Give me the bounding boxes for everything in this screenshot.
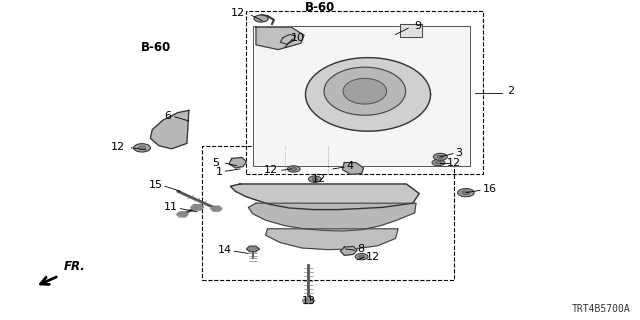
Bar bbox=[246, 11, 483, 174]
Text: 9: 9 bbox=[415, 21, 422, 31]
Text: 5: 5 bbox=[212, 157, 219, 168]
Text: 2: 2 bbox=[507, 86, 514, 96]
Text: 3: 3 bbox=[456, 148, 463, 158]
Polygon shape bbox=[191, 204, 204, 210]
Polygon shape bbox=[230, 184, 419, 210]
Text: 16: 16 bbox=[483, 184, 497, 195]
Text: B-60: B-60 bbox=[305, 1, 335, 13]
Text: FR.: FR. bbox=[64, 260, 86, 273]
Polygon shape bbox=[246, 246, 259, 252]
Text: 15: 15 bbox=[149, 180, 163, 190]
Text: 6: 6 bbox=[164, 111, 172, 121]
Circle shape bbox=[138, 146, 146, 150]
Text: 10: 10 bbox=[291, 33, 305, 43]
Text: 14: 14 bbox=[218, 245, 232, 255]
Text: 12: 12 bbox=[447, 157, 461, 168]
Polygon shape bbox=[302, 298, 315, 304]
Polygon shape bbox=[343, 78, 387, 104]
Polygon shape bbox=[256, 27, 304, 50]
Circle shape bbox=[291, 168, 297, 170]
Text: 8: 8 bbox=[357, 244, 364, 254]
Text: 12: 12 bbox=[312, 173, 326, 184]
Polygon shape bbox=[253, 26, 470, 166]
Polygon shape bbox=[340, 246, 357, 255]
Polygon shape bbox=[400, 24, 422, 37]
Text: 4: 4 bbox=[347, 161, 354, 172]
Text: B-60: B-60 bbox=[141, 41, 171, 54]
Circle shape bbox=[432, 159, 445, 166]
Circle shape bbox=[308, 176, 321, 182]
Text: 1: 1 bbox=[216, 167, 223, 177]
Polygon shape bbox=[324, 67, 406, 115]
Bar bbox=[202, 146, 454, 280]
Polygon shape bbox=[150, 110, 189, 149]
Polygon shape bbox=[177, 212, 188, 217]
Circle shape bbox=[462, 191, 470, 195]
Text: 13: 13 bbox=[301, 296, 316, 307]
Circle shape bbox=[287, 166, 300, 172]
Polygon shape bbox=[266, 229, 398, 250]
Circle shape bbox=[358, 255, 365, 258]
Text: 12: 12 bbox=[111, 141, 125, 152]
Text: TRT4B5700A: TRT4B5700A bbox=[572, 304, 630, 314]
Circle shape bbox=[458, 188, 474, 197]
Circle shape bbox=[355, 253, 368, 260]
Circle shape bbox=[437, 155, 444, 158]
Polygon shape bbox=[342, 163, 364, 174]
Circle shape bbox=[134, 144, 150, 152]
Text: 11: 11 bbox=[164, 202, 178, 212]
Circle shape bbox=[436, 161, 442, 164]
Text: 12: 12 bbox=[230, 8, 244, 19]
Text: 12: 12 bbox=[264, 164, 278, 175]
Polygon shape bbox=[248, 203, 416, 231]
Circle shape bbox=[312, 178, 317, 180]
Polygon shape bbox=[305, 58, 431, 131]
Circle shape bbox=[254, 15, 268, 22]
Circle shape bbox=[433, 153, 447, 160]
Polygon shape bbox=[229, 157, 246, 168]
Polygon shape bbox=[211, 206, 222, 211]
Text: 12: 12 bbox=[366, 252, 380, 262]
Polygon shape bbox=[280, 35, 296, 44]
